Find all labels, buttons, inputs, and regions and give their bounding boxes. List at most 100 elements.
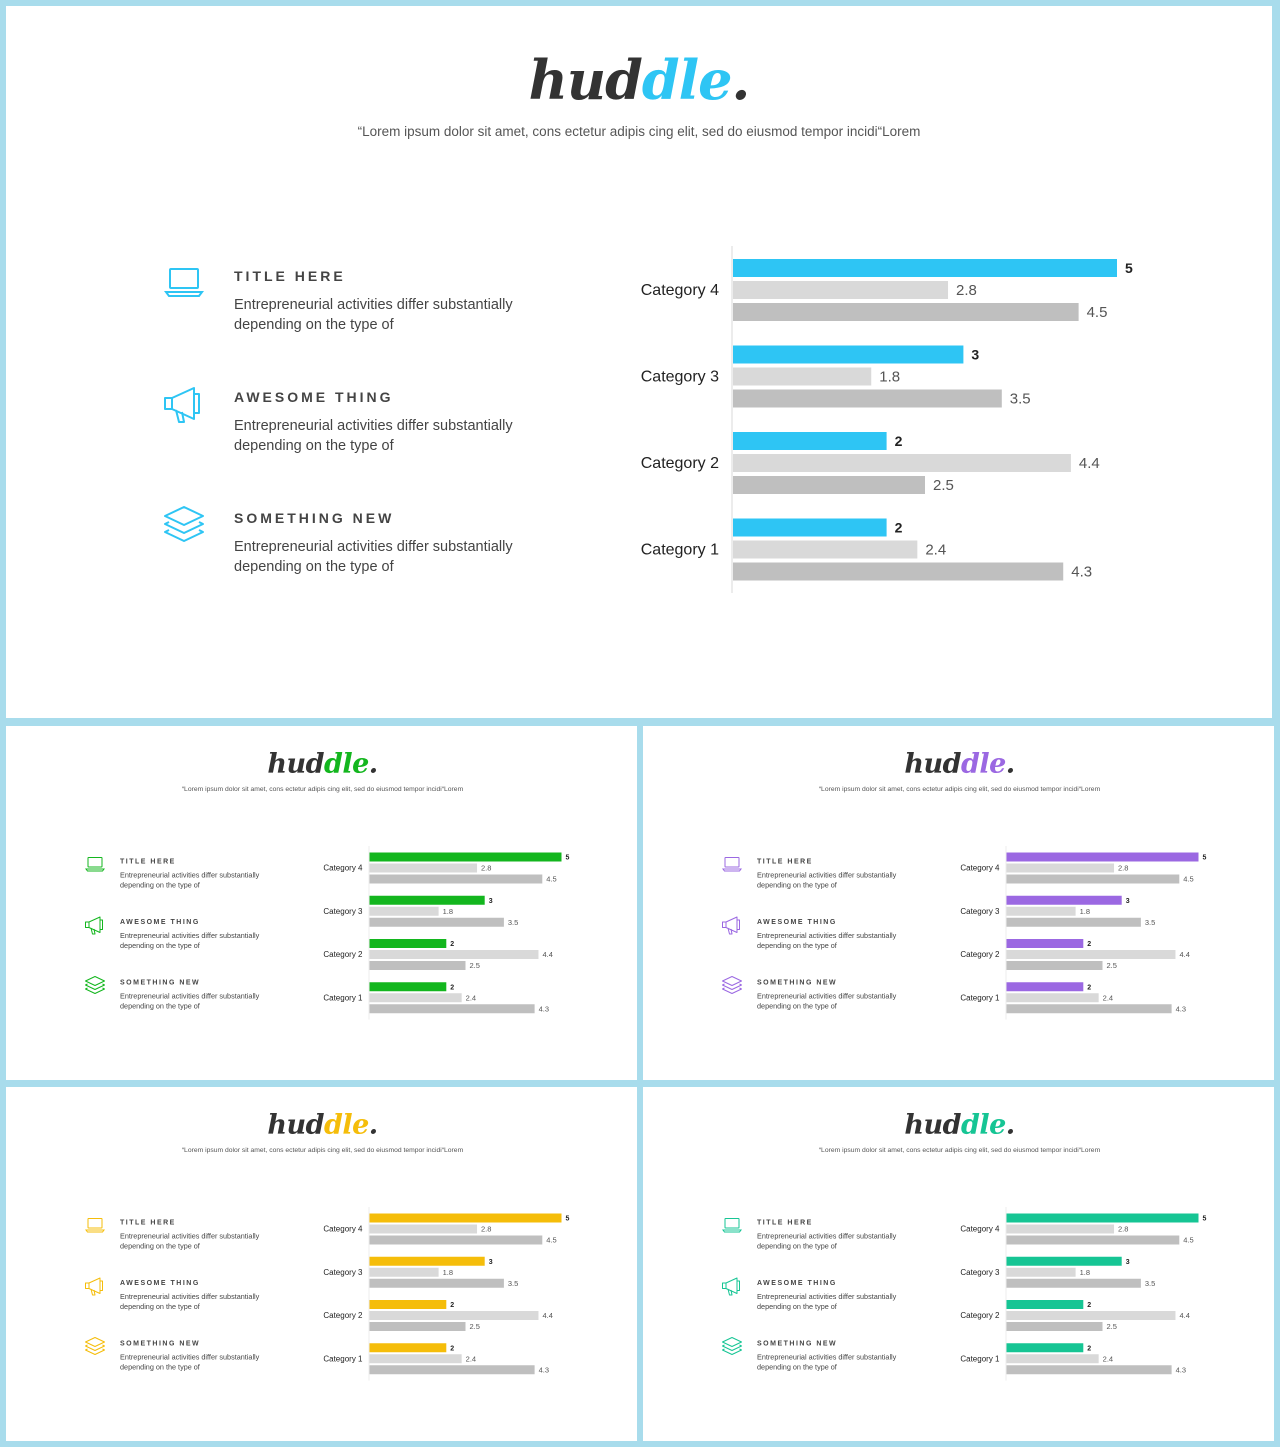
- bar-data-label: 4.5: [546, 875, 556, 884]
- bar-series-1: [733, 345, 964, 364]
- bar-series-3: [369, 1278, 504, 1288]
- bar-series-1: [1006, 1213, 1199, 1223]
- bar-data-label: 2.8: [481, 864, 491, 873]
- category-label: Category 4: [323, 1225, 363, 1234]
- bar-series-1: [1006, 895, 1122, 905]
- feature-description: Entrepreneurial activities differ substa…: [234, 418, 513, 454]
- bar-data-label: 4.4: [1179, 950, 1189, 959]
- bar-series-2: [1006, 1311, 1176, 1320]
- bar-series-1: [733, 518, 887, 537]
- laptop-icon: [84, 853, 107, 876]
- category-label: Category 2: [960, 950, 1000, 959]
- bar-series-1: [369, 895, 485, 905]
- bar-data-label: 3.5: [1010, 391, 1031, 408]
- layers-icon: [721, 974, 744, 997]
- bar-data-label: 2: [895, 433, 903, 449]
- bar-series-2: [1006, 1224, 1115, 1234]
- feature-title: TITLE HERE: [757, 1218, 813, 1226]
- bar-series-1: [369, 852, 562, 862]
- bar-series-3: [369, 874, 543, 884]
- bar-chart: Category 4 5 2.8 4.5 Category 3 3 1.8 3.5 Catego…: [316, 841, 596, 1026]
- bar-series-3: [1006, 1322, 1103, 1331]
- bar-series-2: [1006, 993, 1099, 1003]
- megaphone-icon: [161, 381, 207, 427]
- bar-series-2: [733, 454, 1071, 472]
- bar-data-label: 3: [1126, 1259, 1130, 1266]
- feature-item-something-new: SOMETHING NEW Entrepreneurial activities…: [721, 976, 931, 1023]
- slide-1: huddle. “Lorem ipsum dolor sit amet, con…: [6, 6, 1272, 718]
- bar-chart: Category 4 5 2.8 4.5 Category 3 3 1.8 3.5 Catego…: [953, 1202, 1233, 1387]
- bar-data-label: 2.8: [481, 1225, 491, 1234]
- slide-5: huddle. “Lorem ipsum dolor sit amet, con…: [643, 1087, 1274, 1441]
- bar-series-3: [733, 303, 1079, 321]
- bar-series-2: [369, 950, 539, 959]
- bar-series-2: [733, 367, 872, 386]
- laptop-icon: [161, 260, 207, 306]
- bar-data-label: 3.5: [508, 918, 518, 927]
- slide-4: huddle. “Lorem ipsum dolor sit amet, con…: [6, 1087, 637, 1441]
- bar-data-label: 2: [450, 984, 454, 991]
- category-label: Category 4: [323, 864, 363, 873]
- bar-series-3: [1006, 917, 1141, 927]
- layers-icon: [161, 502, 207, 548]
- bar-series-1: [1006, 1343, 1084, 1353]
- feature-title: SOMETHING NEW: [120, 978, 201, 986]
- bar-series-2: [1006, 906, 1076, 916]
- bar-chart-svg: Category 4 5 2.8 4.5 Category 3 3 1.8 3.5 Catego…: [323, 846, 570, 1020]
- feature-item-awesome-thing: AWESOME THING Entrepreneurial activities…: [161, 387, 581, 479]
- bar-series-2: [369, 863, 478, 873]
- bar-series-3: [733, 389, 1002, 408]
- bar-data-label: 4.5: [546, 1236, 556, 1245]
- bar-series-3: [1006, 1004, 1172, 1014]
- feature-title: SOMETHING NEW: [757, 978, 838, 986]
- category-label: Category 1: [641, 542, 719, 559]
- bar-data-label: 2.8: [1118, 1225, 1128, 1234]
- bar-series-1: [369, 1343, 447, 1353]
- feature-item-awesome-thing: AWESOME THING Entrepreneurial activities…: [721, 1277, 931, 1324]
- category-label: Category 3: [641, 369, 719, 386]
- category-label: Category 3: [323, 1268, 363, 1277]
- feature-description: Entrepreneurial activities differ substa…: [234, 539, 513, 575]
- feature-item-awesome-thing: AWESOME THING Entrepreneurial activities…: [721, 916, 931, 963]
- bar-data-label: 1.8: [443, 1268, 453, 1277]
- bar-data-label: 2: [895, 520, 903, 536]
- feature-item-title-here: TITLE HERE Entrepreneurial activities di…: [84, 857, 294, 902]
- category-label: Category 2: [323, 1311, 363, 1320]
- laptop-icon: [721, 853, 744, 876]
- feature-description: Entrepreneurial activities differ substa…: [234, 297, 513, 333]
- feature-description: Entrepreneurial activities differ substa…: [757, 1353, 897, 1372]
- feature-item-title-here: TITLE HERE Entrepreneurial activities di…: [84, 1218, 294, 1263]
- slide-content: huddle. “Lorem ipsum dolor sit amet, con…: [643, 726, 1274, 1080]
- bar-data-label: 5: [566, 855, 570, 862]
- feature-description: Entrepreneurial activities differ substa…: [120, 871, 260, 890]
- bar-data-label: 2.5: [1107, 1322, 1117, 1331]
- bar-data-label: 2.4: [466, 993, 476, 1002]
- layers-icon: [84, 1335, 107, 1358]
- layers-icon: [721, 1335, 744, 1358]
- feature-description: Entrepreneurial activities differ substa…: [757, 1293, 897, 1311]
- slide-content: huddle. “Lorem ipsum dolor sit amet, con…: [6, 726, 637, 1080]
- feature-item-awesome-thing: AWESOME THING Entrepreneurial activities…: [84, 916, 294, 963]
- bar-series-1: [1006, 939, 1084, 948]
- megaphone-icon: [84, 1275, 107, 1298]
- bar-data-label: 2.5: [470, 1322, 480, 1331]
- bar-series-3: [369, 961, 466, 970]
- feature-description: Entrepreneurial activities differ substa…: [757, 932, 897, 950]
- bar-series-2: [1006, 1354, 1099, 1364]
- feature-item-something-new: SOMETHING NEW Entrepreneurial activities…: [161, 506, 581, 600]
- bar-data-label: 4.5: [1183, 875, 1193, 884]
- feature-title: AWESOME THING: [234, 389, 394, 405]
- bar-series-1: [369, 1256, 485, 1266]
- tagline: “Lorem ipsum dolor sit amet, cons ectetu…: [818, 785, 1101, 793]
- slide-content: huddle. “Lorem ipsum dolor sit amet, con…: [643, 1087, 1274, 1441]
- megaphone-icon: [84, 914, 107, 937]
- bar-chart: Category 4 5 2.8 4.5 Category 3 3 1.8 3.5 Catego…: [626, 236, 1186, 606]
- feature-title: AWESOME THING: [120, 1278, 200, 1287]
- bar-data-label: 5: [1203, 855, 1207, 862]
- bar-series-1: [1006, 852, 1199, 862]
- bar-series-2: [1006, 1267, 1076, 1277]
- brand-logo: huddle.: [267, 1108, 378, 1140]
- layers-icon: [84, 974, 107, 997]
- feature-description: Entrepreneurial activities differ substa…: [757, 992, 897, 1011]
- category-label: Category 4: [960, 864, 1000, 873]
